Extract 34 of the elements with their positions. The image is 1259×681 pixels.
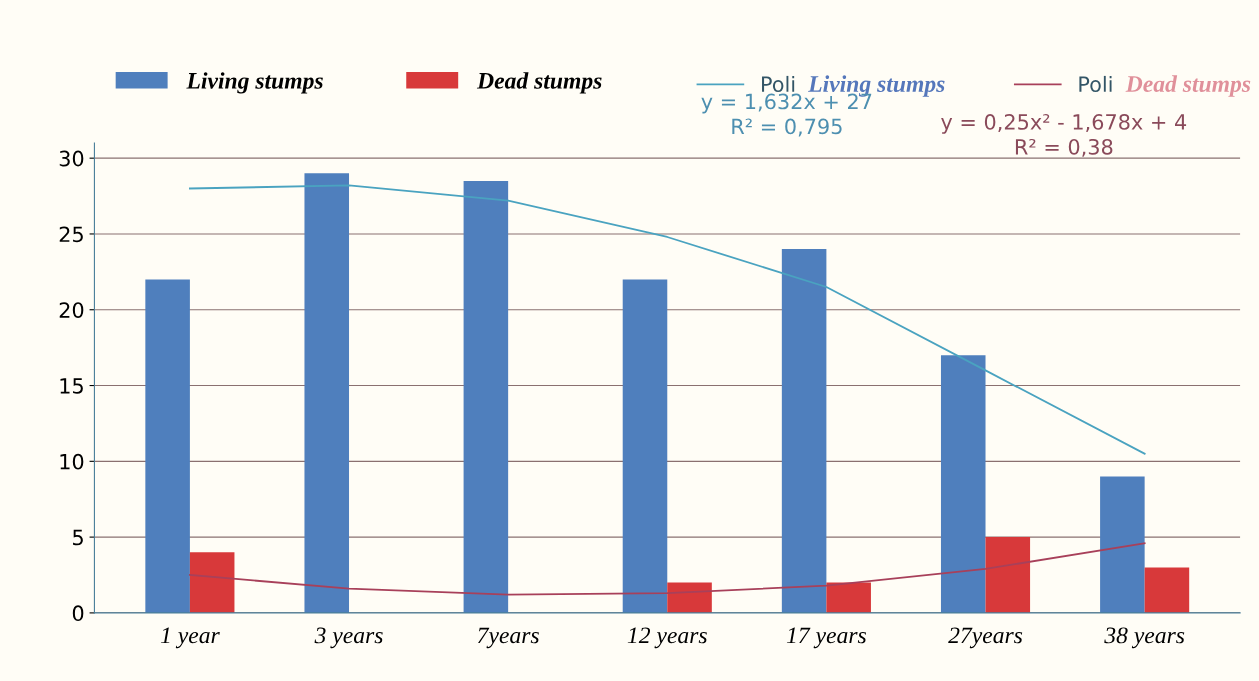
bar (304, 173, 350, 613)
x-tick-label: 12 years (627, 627, 707, 649)
bar (781, 249, 827, 613)
x-tick-label: 1 year (160, 627, 220, 649)
legend-label: Dead stumps (476, 72, 602, 94)
legend-label: Poli (1079, 75, 1112, 93)
line-series (188, 542, 1146, 596)
y-tick-label: 10 (60, 453, 84, 470)
legend-label: Poli (762, 75, 795, 93)
legend-label: Living stumps (186, 72, 323, 94)
line-series (188, 184, 1146, 455)
x-tick-label: 7years (478, 627, 539, 649)
x-tick-label: 3 years (314, 627, 383, 649)
y-tick-label: 25 (59, 226, 83, 243)
bar (145, 279, 190, 613)
x-tick-label: 27years (948, 627, 1023, 649)
y-tick-label: 15 (60, 378, 83, 394)
bar (189, 552, 235, 613)
bar (622, 279, 668, 613)
bar (940, 355, 986, 613)
text: Dead stumps (1125, 75, 1251, 97)
y-tick-label: 20 (59, 302, 84, 318)
y-tick-label: 30 (59, 150, 84, 167)
bar (463, 180, 509, 613)
bar (1100, 476, 1145, 613)
x-tick-label: 17 years (786, 627, 866, 649)
bar (667, 582, 712, 613)
bar (985, 537, 1031, 613)
bar (826, 582, 871, 613)
x-tick-label: 38 years (1104, 627, 1185, 649)
annotation: y = 0,25x² - 1,678x + 4 R² = 0,38 (941, 114, 1187, 157)
bar (1144, 567, 1190, 613)
y-tick-label: 5 (73, 529, 83, 546)
y-tick-label: 0 (72, 605, 84, 622)
